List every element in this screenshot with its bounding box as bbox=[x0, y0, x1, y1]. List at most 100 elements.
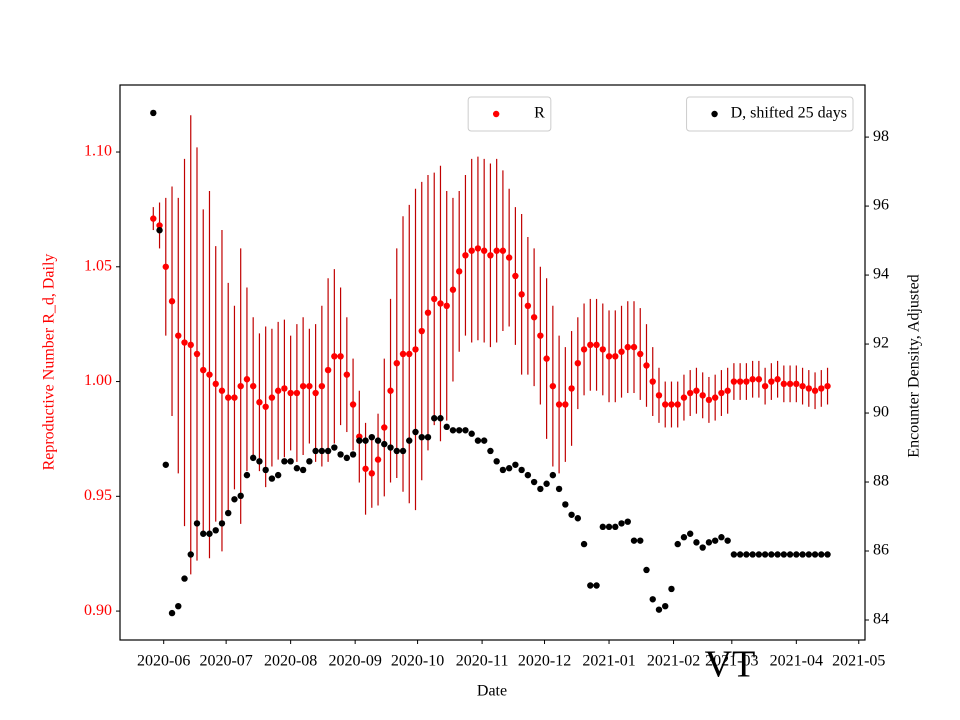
point bbox=[381, 440, 388, 448]
point bbox=[437, 415, 444, 422]
point bbox=[293, 389, 301, 397]
point bbox=[524, 302, 532, 310]
point bbox=[480, 247, 488, 254]
point bbox=[630, 343, 638, 351]
point bbox=[456, 427, 463, 434]
point bbox=[374, 456, 382, 463]
point bbox=[281, 385, 288, 392]
point bbox=[599, 346, 606, 353]
point bbox=[156, 222, 163, 229]
point bbox=[811, 387, 819, 394]
point bbox=[805, 385, 813, 392]
point bbox=[168, 298, 176, 305]
point bbox=[512, 461, 519, 468]
point bbox=[437, 300, 444, 307]
point bbox=[424, 433, 432, 441]
point bbox=[530, 478, 538, 486]
point bbox=[580, 540, 588, 548]
point bbox=[412, 346, 419, 353]
point bbox=[249, 454, 257, 462]
point bbox=[824, 382, 831, 390]
point bbox=[699, 392, 706, 399]
y-axis-label: Reproductive Number R_d, Daily bbox=[41, 254, 58, 471]
point bbox=[612, 353, 619, 360]
point bbox=[312, 389, 319, 397]
point bbox=[449, 427, 457, 434]
point bbox=[462, 427, 469, 434]
point bbox=[537, 332, 544, 339]
point bbox=[718, 389, 725, 397]
point bbox=[543, 355, 550, 362]
y-tick-label: 1.05 bbox=[84, 257, 112, 274]
point bbox=[668, 401, 675, 408]
point bbox=[287, 389, 294, 397]
point bbox=[200, 366, 207, 374]
point bbox=[187, 551, 194, 558]
point bbox=[643, 566, 650, 574]
point bbox=[218, 520, 226, 527]
point bbox=[337, 451, 344, 458]
point bbox=[699, 544, 706, 551]
point bbox=[786, 551, 794, 558]
point bbox=[524, 471, 532, 479]
x-axis-label: Date bbox=[477, 683, 507, 700]
point bbox=[449, 286, 457, 293]
point bbox=[150, 215, 157, 222]
point bbox=[412, 428, 419, 436]
y2-tick-label: 94 bbox=[873, 266, 889, 283]
point bbox=[493, 247, 500, 254]
y2-tick-label: 88 bbox=[873, 473, 889, 490]
point bbox=[343, 454, 351, 462]
point bbox=[362, 437, 369, 444]
point bbox=[736, 378, 744, 385]
legend: R bbox=[467, 96, 552, 132]
point bbox=[243, 376, 251, 383]
point bbox=[718, 534, 725, 541]
point bbox=[818, 551, 825, 558]
point bbox=[568, 385, 575, 392]
point bbox=[225, 509, 232, 517]
point bbox=[799, 382, 806, 390]
point bbox=[306, 382, 313, 390]
legend-marker bbox=[711, 110, 718, 118]
point bbox=[599, 523, 606, 531]
point bbox=[555, 401, 563, 408]
point bbox=[431, 415, 438, 422]
point bbox=[674, 401, 681, 408]
point bbox=[175, 332, 182, 339]
x-tick-label: 2021-05 bbox=[832, 653, 885, 670]
point bbox=[530, 314, 538, 321]
point bbox=[549, 471, 557, 479]
point bbox=[418, 433, 425, 441]
point bbox=[362, 465, 369, 472]
point bbox=[637, 537, 644, 544]
point bbox=[543, 480, 550, 487]
point bbox=[324, 366, 332, 374]
point bbox=[368, 433, 376, 441]
point bbox=[574, 515, 582, 522]
point bbox=[168, 609, 176, 617]
point bbox=[574, 359, 582, 367]
point bbox=[743, 551, 750, 558]
y2-axis-label: Encounter Density, Adjusted bbox=[906, 274, 923, 457]
point bbox=[736, 551, 744, 558]
point bbox=[705, 539, 713, 546]
point bbox=[212, 380, 219, 388]
point bbox=[474, 437, 482, 444]
point bbox=[175, 602, 182, 610]
point bbox=[711, 537, 719, 544]
point bbox=[774, 376, 781, 383]
point bbox=[443, 423, 450, 431]
legend-marker bbox=[492, 110, 500, 118]
legend: D, shifted 25 days bbox=[686, 96, 854, 132]
point bbox=[668, 585, 675, 593]
point bbox=[724, 537, 731, 544]
point bbox=[680, 534, 688, 541]
point bbox=[381, 424, 388, 431]
x-tick-label: 2020-07 bbox=[199, 653, 252, 670]
point bbox=[262, 466, 269, 474]
point bbox=[499, 247, 507, 254]
y2-tick-label: 90 bbox=[873, 404, 889, 421]
point bbox=[150, 109, 157, 117]
point bbox=[312, 447, 319, 455]
